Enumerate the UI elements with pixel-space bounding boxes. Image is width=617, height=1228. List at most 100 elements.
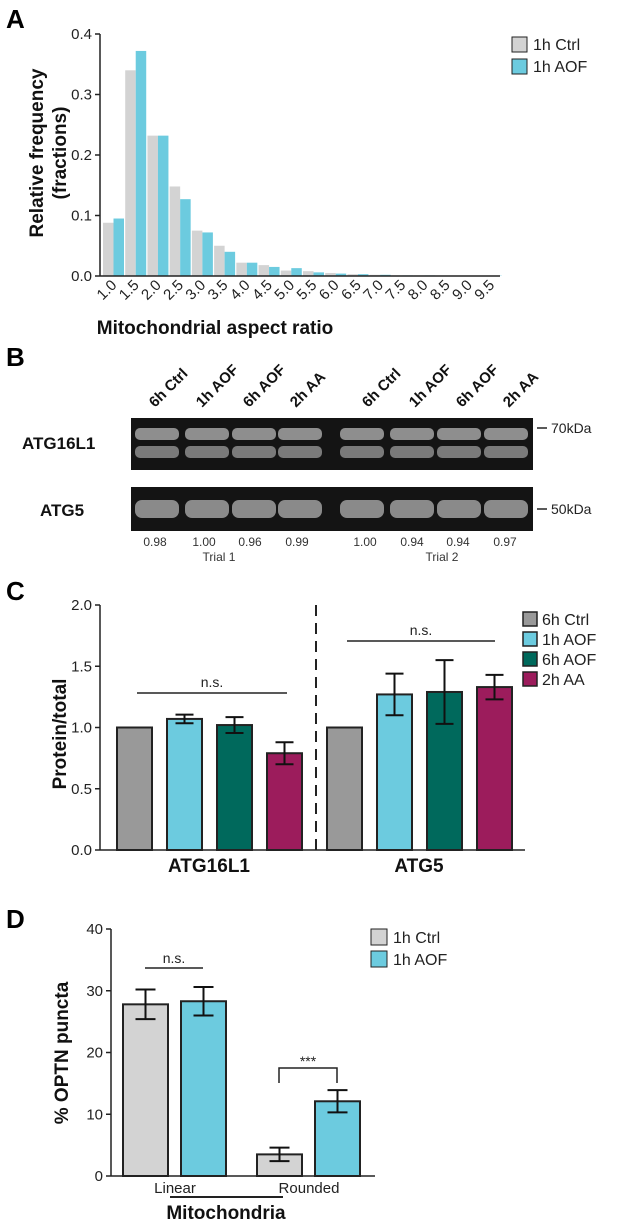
panel-a-bar [125,70,136,276]
blot-atg16l1-band-lower [340,446,384,458]
blot-atg5 [131,487,533,531]
panel-c-y-tick-label: 1.5 [71,658,92,675]
blot-atg5-band [437,500,481,518]
panel-d-y-label: % OPTN puncta [52,981,73,1124]
panel-c-bar [166,717,203,851]
panel-d-y-tick-label: 40 [86,921,103,938]
blot-atg5-band [278,500,322,518]
panel-c-bars [116,659,513,852]
blot-atg16l1-band-lower [135,446,179,458]
panel-d-legend-label: 1h Ctrl [393,930,440,947]
panel-c-legend-swatch [522,671,538,687]
marker-50kda: 50kDa [551,501,592,517]
panel-letter-d: D [6,904,25,934]
blot-label-atg16l1: ATG16L1 [22,434,95,453]
panel-a-x-axis: 1.01.52.02.53.03.54.04.55.05.56.06.57.07… [94,275,500,304]
panel-c-legend-label: 6h AOF [542,652,596,669]
panel-c-bar [116,726,153,851]
panel-a-bar [347,274,358,276]
panel-d-bar [122,1003,169,1178]
panel-a-legend-swatch [511,36,528,53]
panel-c-legend-label: 1h AOF [542,632,596,649]
panel-c-bar [376,693,413,851]
blot-lane-label: 2h AA [500,368,542,410]
panel-a-bar [325,272,336,276]
blot-atg16l1-band-lower [185,446,229,458]
panel-d-sig-label-1: n.s. [163,950,186,966]
blot-label-atg5: ATG5 [40,501,84,520]
panel-a-y-tick-label: 0.0 [71,268,92,285]
panel-d-bar-chart: D 0 10 20 30 40 Linear Rounded Mitochondria %… [6,904,447,1224]
blot-atg16l1-band-lower [278,446,322,458]
panel-c-y-label: Protein/total [50,679,71,790]
blot-atg16l1-band-lower [232,446,276,458]
panel-a-bar [113,218,124,276]
panel-d-significance: n.s. *** [145,950,338,1083]
blot-atg16l1-band-upper [278,428,322,440]
panel-a-x-label: Mitochondrial aspect ratio [97,318,333,339]
panel-a-bar [291,268,302,276]
panel-c-group-label: ATG16L1 [168,856,250,877]
panel-c-legend-label: 2h AA [542,672,585,689]
panel-a-bar [280,270,292,276]
blot-lane-label: 6h AOF [453,361,502,410]
panel-a-bar [303,271,314,276]
panel-d-x-axis: Linear Rounded [111,1175,375,1197]
blot-atg5-band [484,500,528,518]
blot-lane-label: 1h AOF [406,361,455,410]
blot-lane-label: 6h AOF [240,361,289,410]
panel-d-bar [180,1000,227,1177]
panel-a-bar [180,199,191,276]
panel-a-x-tick-label: 9.5 [471,277,498,304]
panel-d-bar [314,1100,361,1177]
panel-a-bar [224,251,236,276]
blot-atg16l1-band-upper [390,428,434,440]
panel-a-bar [157,135,169,276]
panel-a-bar [236,262,247,276]
blot-atg16l1-band-upper [484,428,528,440]
panel-a-bar [191,230,203,276]
blot-atg5-band [390,500,434,518]
panel-letter-a: A [6,4,25,34]
panel-d-legend: 1h Ctrl 1h AOF [370,928,447,969]
panel-a-bar [202,232,213,276]
blot-quant-value: 0.94 [446,535,470,549]
panel-d-y-axis: 0 10 20 30 40 [86,921,112,1185]
panel-d-legend-swatch [370,928,388,946]
panel-a-y-tick-label: 0.4 [71,26,92,43]
panel-a-bars [103,50,502,276]
panel-c-legend-swatch [522,651,538,667]
panel-c-y-tick-label: 0.0 [71,842,92,859]
panel-c-legend-label: 6h Ctrl [542,612,589,629]
blot-atg16l1-band-lower [390,446,434,458]
panel-c-group-label: ATG5 [394,856,444,877]
panel-a-y-label-line2: (fractions) [50,107,71,200]
panel-c-y-tick-label: 2.0 [71,597,92,614]
panel-d-y-tick-label: 10 [86,1106,103,1123]
panel-d-y-tick-label: 30 [86,983,103,1000]
panel-a-bar [335,273,347,276]
panel-d-legend-label: 1h AOF [393,952,447,969]
panel-c-y-tick-label: 1.0 [71,720,92,737]
blot-quant-value: 0.96 [238,535,262,549]
trial-2-label: Trial 2 [426,550,459,564]
blot-quant-value: 1.00 [353,535,377,549]
blot-quant-value: 0.98 [143,535,167,549]
panel-a-bar [169,186,181,276]
panel-a-bar [147,135,158,276]
blot-quant-value: 0.94 [400,535,424,549]
blot-lane-label: 2h AA [287,368,329,410]
trial-1-label: Trial 1 [203,550,236,564]
blot-quant-value: 1.00 [192,535,216,549]
panel-a-bar [313,272,324,276]
blot-atg16l1-band-upper [340,428,384,440]
panel-c-sig-label-1: n.s. [201,674,224,690]
panel-c-bar [216,724,253,851]
blot-atg5-band [232,500,276,518]
blot-lane-label: 6h Ctrl [359,365,405,411]
panel-c-legend-swatch [522,611,538,627]
panel-a-bar [135,50,147,276]
